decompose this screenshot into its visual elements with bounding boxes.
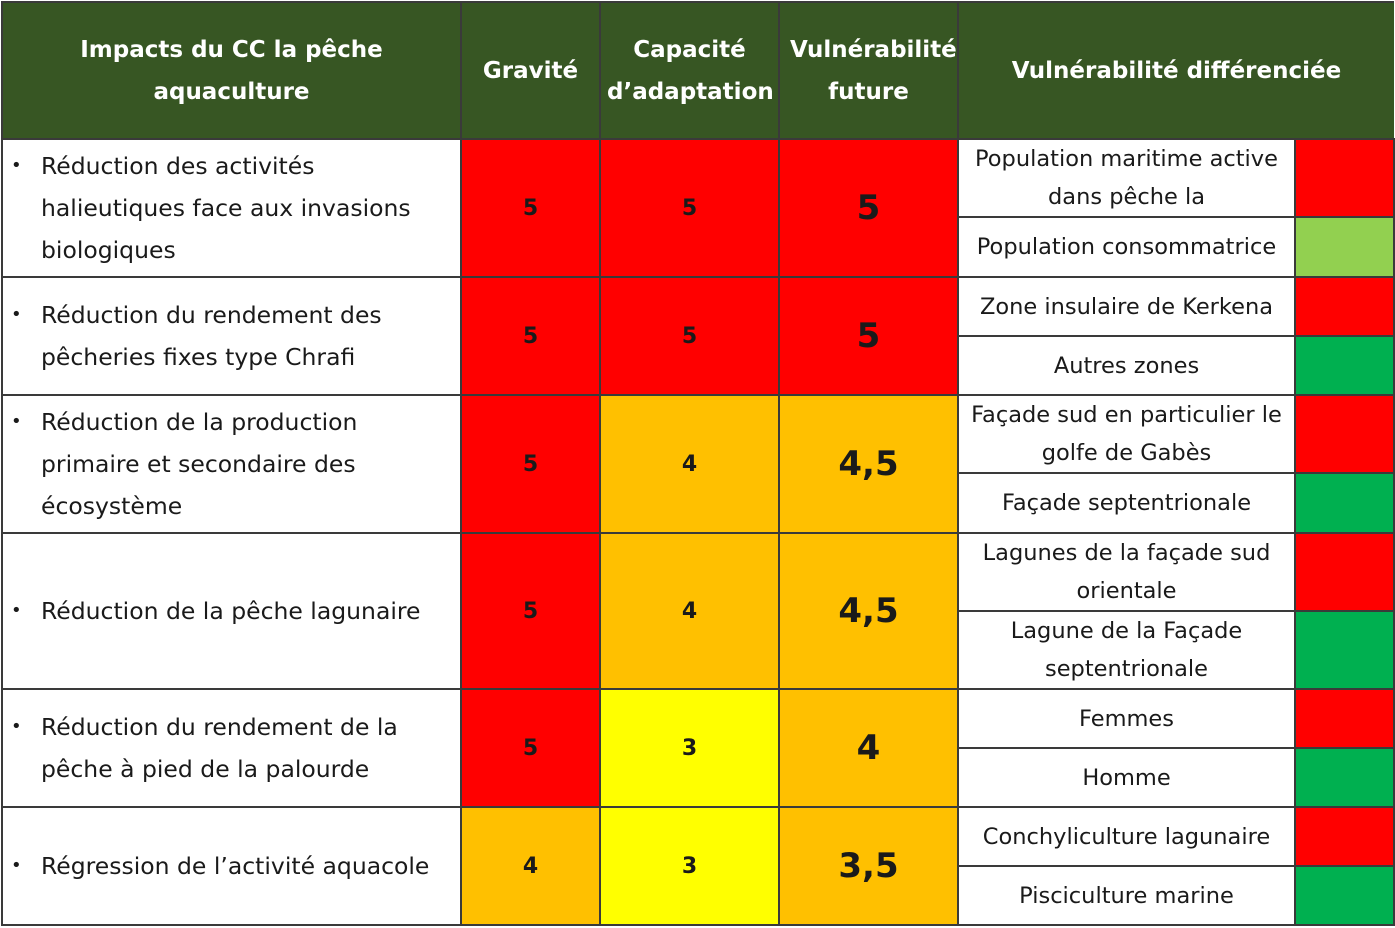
capacite-score: 4 (599, 394, 780, 534)
vulnerability-swatch-high (1294, 532, 1395, 612)
capacite-score: 3 (599, 688, 780, 808)
impact-text: Réduction du rendement des pêcheries fix… (41, 301, 382, 371)
vulnerability-swatch-low (1294, 216, 1395, 278)
vulnerability-swatch-high (1294, 138, 1395, 218)
group-label: Population consommatrice (957, 216, 1296, 278)
group-label: Lagune de la Façade septentrionale (957, 610, 1296, 690)
header-gravite: Gravité (460, 1, 601, 140)
group-label: Population maritime active dans pêche la (957, 138, 1296, 218)
bullet-icon: • (11, 716, 22, 737)
gravite-score: 5 (460, 138, 601, 278)
impact-cell: • Réduction du rendement de la pêche à pi… (1, 688, 462, 808)
gravite-score: 4 (460, 806, 601, 926)
table-row: Population consommatrice (2, 216, 1395, 278)
gravite-score: 5 (460, 276, 601, 396)
impact-text: Réduction des activités halieutiques fac… (41, 152, 411, 264)
impact-cell: • Régression de l’activité aquacole (1, 806, 462, 926)
group-label: Homme (957, 747, 1296, 808)
vulnerability-swatch-low (1294, 610, 1395, 690)
group-label: Lagunes de la façade sud orientale (957, 532, 1296, 612)
vulnerability-swatch-low (1294, 865, 1395, 926)
impact-cell: • Réduction des activités halieutiques fa… (1, 138, 462, 278)
table-row: Pisciculture marine (2, 865, 1395, 926)
bullet-icon: • (11, 155, 22, 176)
group-label: Zone insulaire de Kerkena (957, 276, 1296, 337)
table-row: • Réduction du rendement de la pêche à pi… (1, 688, 1395, 808)
group-label: Femmes (957, 688, 1296, 749)
vulnerabilite-score: 4 (778, 688, 959, 808)
vulnerability-swatch-high (1294, 688, 1395, 749)
table-row: • Réduction du rendement des pêcheries fi… (1, 276, 1395, 396)
table-row: Lagune de la Façade septentrionale (2, 610, 1395, 690)
table-row: • Réduction de la pêche lagunaire 5 4 4,5… (1, 532, 1395, 690)
table-row: Homme (2, 747, 1395, 808)
vulnerability-swatch-low (1294, 335, 1395, 396)
bullet-icon: • (11, 600, 22, 621)
header-impact: Impacts du CC la pêche aquaculture (1, 1, 462, 140)
capacite-score: 3 (599, 806, 780, 926)
impact-text: Régression de l’activité aquacole (41, 852, 430, 880)
impact-cell: • Réduction du rendement des pêcheries fi… (1, 276, 462, 396)
impact-text: Réduction de la pêche lagunaire (41, 597, 421, 625)
vulnerability-swatch-high (1294, 394, 1395, 474)
vulnerabilite-score: 4,5 (778, 532, 959, 690)
header-differenciee: Vulnérabilité différenciée (957, 1, 1394, 140)
vulnerability-swatch-high (1294, 276, 1395, 337)
vulnerabilite-score: 4,5 (778, 394, 959, 534)
vulnerabilite-score: 3,5 (778, 806, 959, 926)
table-row: • Réduction de la production primaire et … (1, 394, 1395, 534)
group-label: Pisciculture marine (957, 865, 1296, 926)
bullet-icon: • (11, 855, 22, 876)
table-row: • Réduction des activités halieutiques fa… (1, 138, 1395, 278)
vulnerability-swatch-low (1294, 747, 1395, 808)
table-row: • Régression de l’activité aquacole 4 3 3… (1, 806, 1395, 926)
header-row: Impacts du CC la pêche aquaculture Gravi… (1, 1, 1394, 140)
bullet-icon: • (11, 304, 22, 325)
header-capacite: Capacité d’adaptation (599, 1, 780, 140)
impact-cell: • Réduction de la production primaire et … (1, 394, 462, 534)
vulnerability-swatch-low (1294, 472, 1395, 534)
capacite-score: 5 (599, 138, 780, 278)
gravite-score: 5 (460, 394, 601, 534)
impact-cell: • Réduction de la pêche lagunaire (1, 532, 462, 690)
group-label: Autres zones (957, 335, 1296, 396)
table-row: Autres zones (2, 335, 1395, 396)
impact-text: Réduction de la production primaire et s… (41, 408, 358, 520)
capacite-score: 5 (599, 276, 780, 396)
bullet-icon: • (11, 411, 22, 432)
table-row: Façade septentrionale (2, 472, 1395, 534)
group-label: Façade septentrionale (957, 472, 1296, 534)
impact-text: Réduction du rendement de la pêche à pie… (41, 713, 398, 783)
vulnerabilite-score: 5 (778, 138, 959, 278)
gravite-score: 5 (460, 688, 601, 808)
vulnerabilite-score: 5 (778, 276, 959, 396)
header-vulnerabilite: Vulnérabilité future (778, 1, 959, 140)
capacite-score: 4 (599, 532, 780, 690)
vulnerability-swatch-high (1294, 806, 1395, 867)
gravite-score: 5 (460, 532, 601, 690)
group-label: Façade sud en particulier le golfe de Ga… (957, 394, 1296, 474)
group-label: Conchyliculture lagunaire (957, 806, 1296, 867)
